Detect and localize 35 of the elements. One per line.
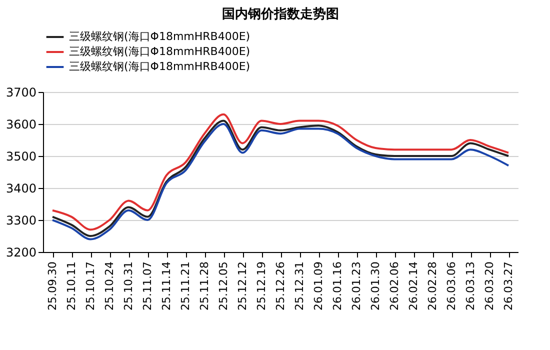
x-tick-label: 26.02.14 (407, 262, 420, 310)
x-tick-label: 25.10.24 (103, 262, 116, 310)
y-tick-label: 3700 (6, 86, 36, 100)
x-tick-label: 26.01.30 (369, 262, 382, 310)
x-tick-label: 25.11.14 (160, 262, 173, 310)
legend-label: 三级螺纹钢(海口Φ18mmHRB400E) (69, 30, 250, 43)
x-tick-label: 25.12.12 (236, 262, 249, 310)
legend-label: 三级螺纹钢(海口Φ18mmHRB400E) (69, 45, 250, 58)
x-tick-label: 25.11.28 (198, 262, 211, 310)
legend-label: 三级螺纹钢(海口Φ18mmHRB400E) (69, 60, 250, 73)
chart-title: 国内钢价指数走势图 (222, 6, 339, 22)
x-tick-label: 25.12.19 (255, 262, 268, 310)
x-tick-label: 26.01.09 (312, 262, 325, 310)
x-tick-label: 25.10.31 (122, 262, 135, 310)
x-tick-label: 26.03.13 (464, 262, 477, 310)
x-tick-label: 25.11.21 (179, 262, 192, 310)
x-tick-label: 26.02.28 (426, 262, 439, 310)
y-tick-label: 3500 (6, 150, 36, 164)
y-tick-label: 3600 (6, 118, 36, 132)
x-tick-label: 25.12.05 (217, 262, 230, 310)
y-tick-label: 3300 (6, 214, 36, 228)
x-tick-label: 25.09.30 (46, 262, 59, 310)
x-tick-label: 26.03.27 (502, 262, 515, 310)
x-tick-label: 26.01.23 (350, 262, 363, 310)
x-tick-label: 25.10.11 (65, 262, 78, 310)
y-tick-label: 3200 (6, 246, 36, 260)
x-tick-label: 26.02.06 (388, 262, 401, 310)
x-tick-label: 26.03.06 (445, 262, 458, 310)
x-tick-label: 25.12.31 (293, 262, 306, 310)
y-tick-label: 3400 (6, 182, 36, 196)
x-tick-label: 25.12.26 (274, 262, 287, 310)
x-tick-label: 25.10.17 (84, 262, 97, 310)
x-tick-label: 25.11.07 (141, 262, 154, 310)
x-tick-label: 26.01.16 (331, 262, 344, 310)
x-tick-label: 26.03.20 (483, 262, 496, 310)
